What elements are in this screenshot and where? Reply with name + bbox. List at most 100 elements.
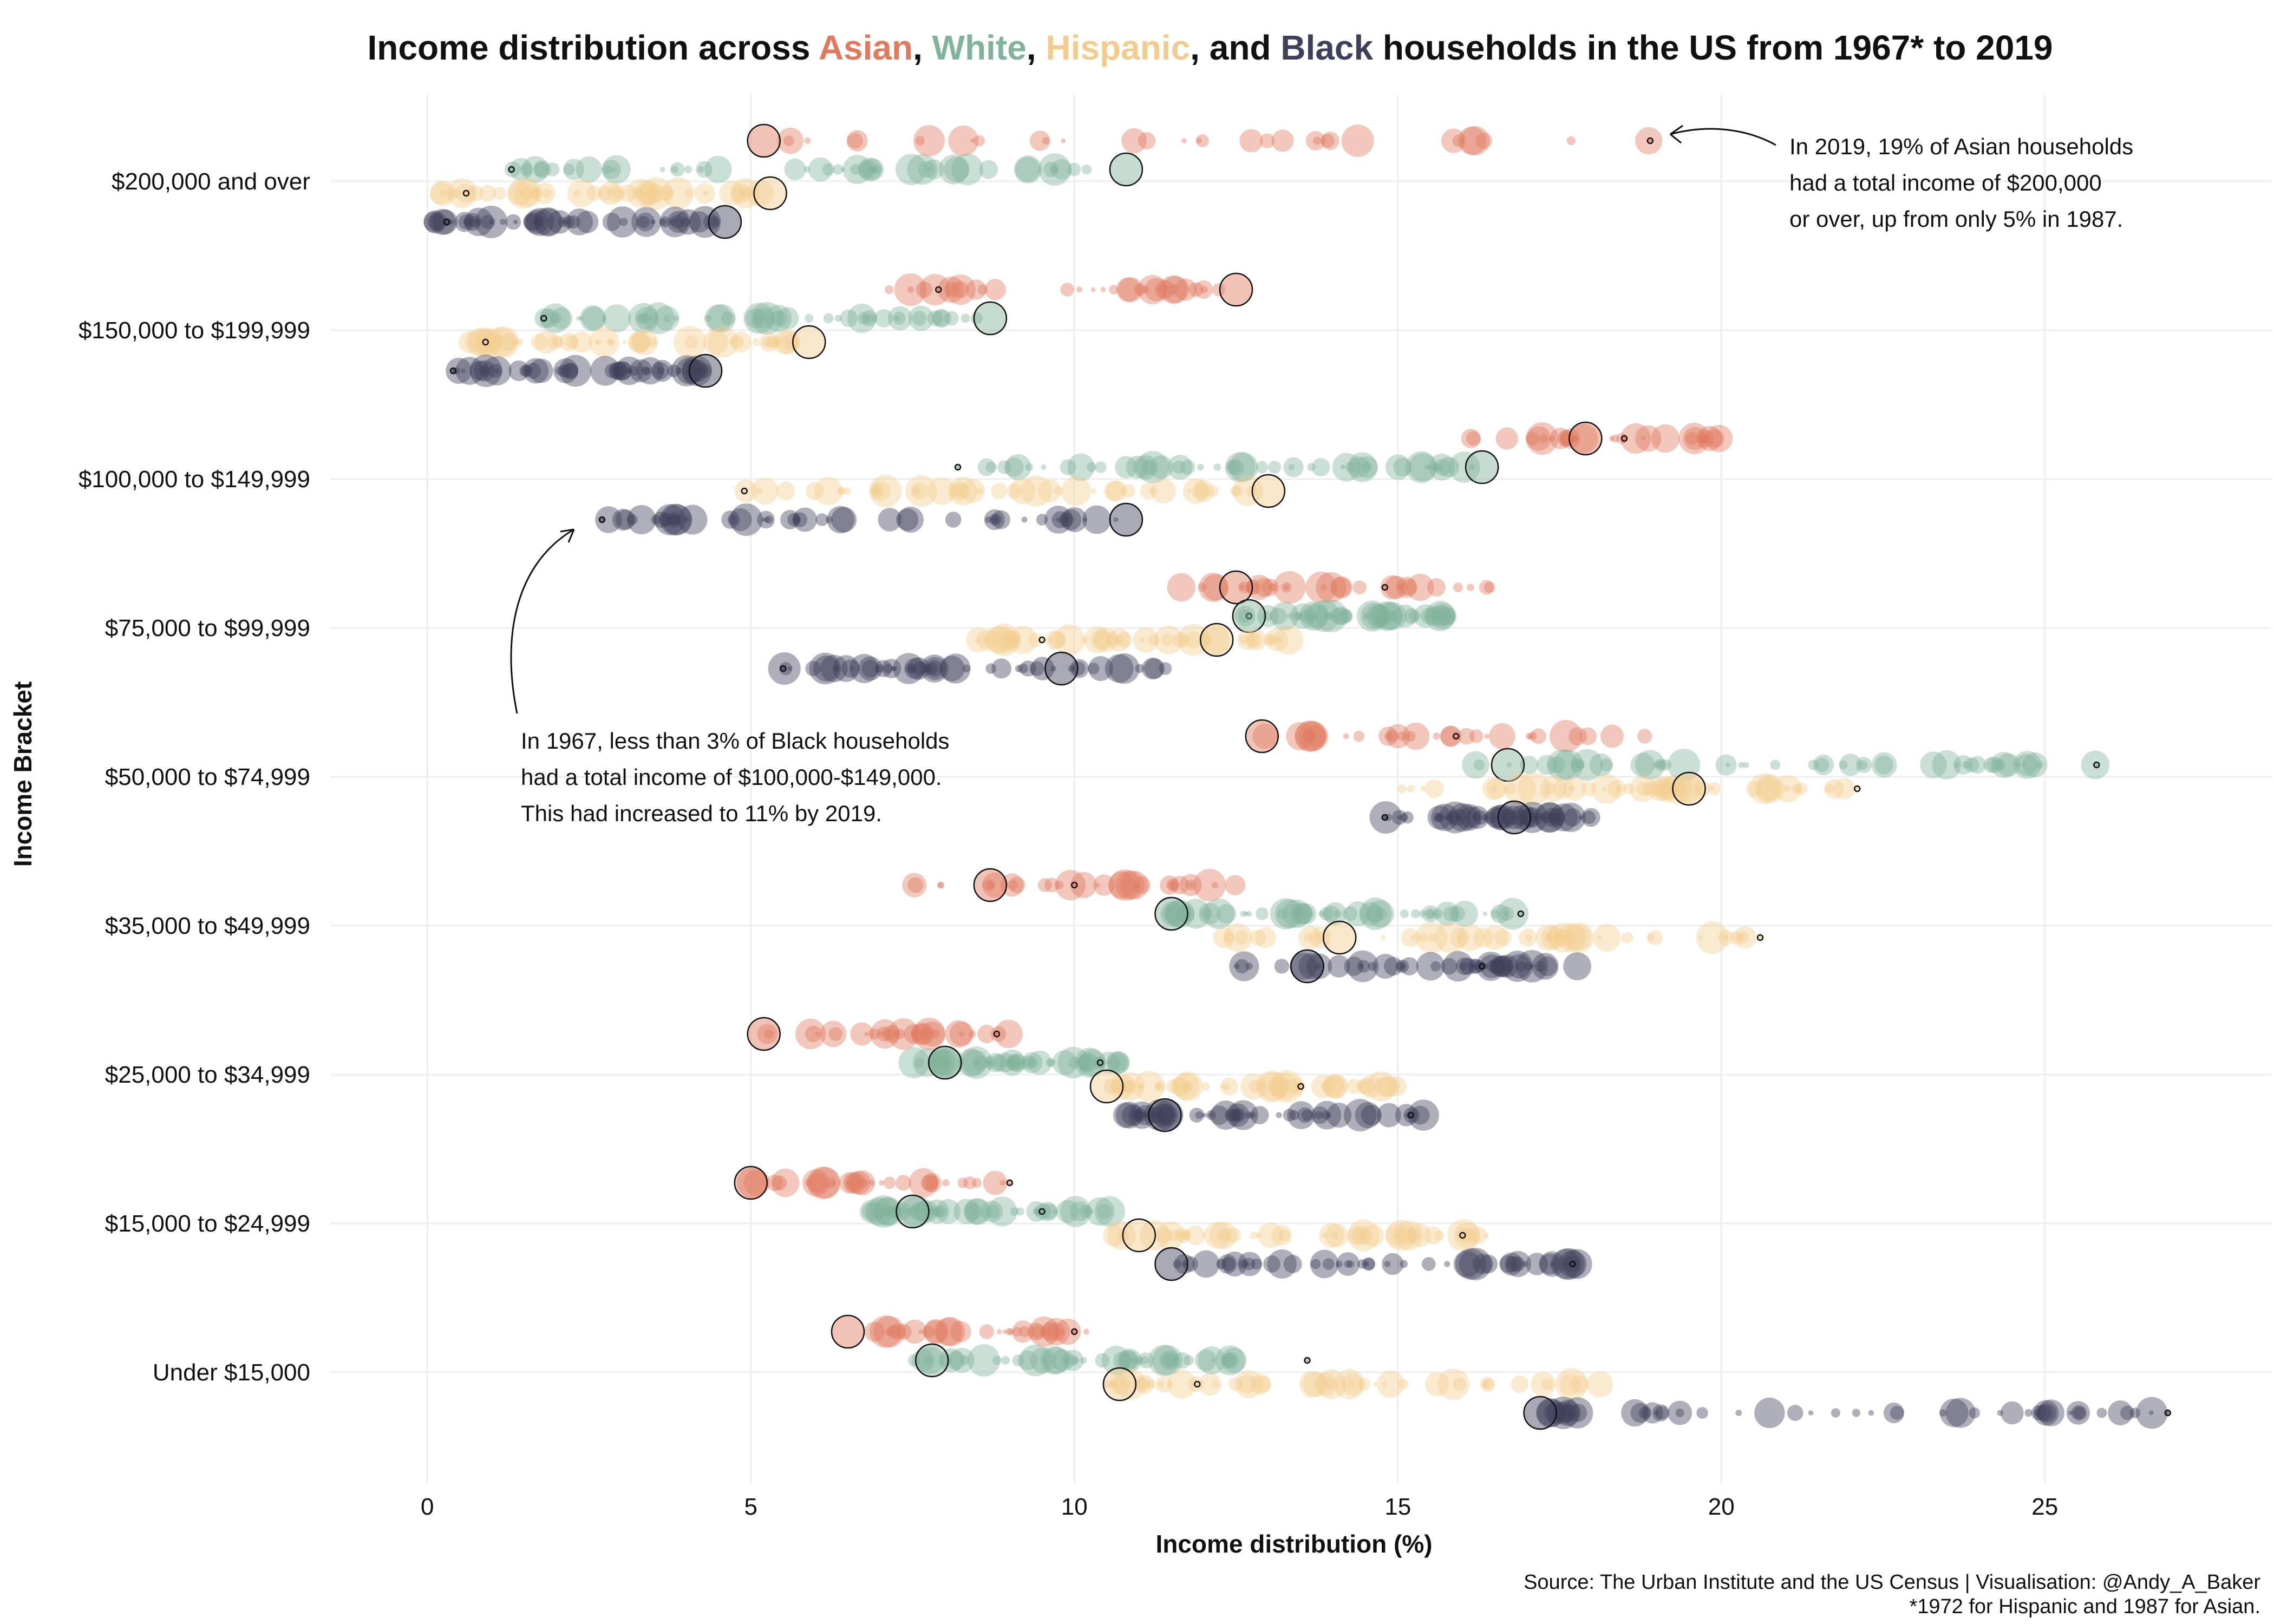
data-point	[1548, 756, 1565, 774]
data-point	[1331, 577, 1351, 598]
data-point	[1101, 1346, 1131, 1375]
data-point	[760, 332, 780, 352]
data-point	[1550, 720, 1583, 752]
data-point	[907, 657, 930, 680]
data-point	[521, 156, 549, 183]
data-point	[576, 156, 602, 183]
data-point	[1198, 902, 1221, 925]
data-point	[1245, 1261, 1250, 1267]
data-point	[962, 1050, 988, 1076]
data-point	[873, 1316, 905, 1347]
data-point	[1571, 435, 1579, 442]
data-point	[918, 1329, 924, 1334]
data-point-2019	[1102, 1367, 1137, 1402]
data-point	[1454, 1222, 1480, 1249]
data-point	[698, 366, 707, 375]
data-point	[1621, 932, 1633, 944]
data-point	[1554, 1403, 1573, 1423]
data-point	[792, 515, 801, 524]
data-point-2019	[1199, 623, 1234, 657]
series-white	[504, 152, 2110, 1378]
data-point	[1257, 605, 1279, 627]
data-point	[925, 1176, 939, 1190]
data-point	[1166, 1079, 1181, 1094]
data-point	[2096, 1407, 2107, 1418]
data-point	[1450, 928, 1470, 947]
data-point	[1453, 1250, 1481, 1278]
data-point	[539, 309, 559, 328]
data-point	[764, 305, 792, 332]
data-point	[598, 186, 612, 201]
data-point	[1529, 734, 1534, 738]
data-point	[1432, 908, 1443, 919]
data-point	[1113, 1102, 1139, 1128]
data-point	[1323, 1258, 1335, 1270]
data-point-first-year	[954, 463, 962, 471]
data-point	[1653, 776, 1679, 802]
data-point	[907, 154, 938, 185]
data-point	[1213, 927, 1235, 948]
data-point	[846, 1180, 851, 1186]
data-point	[1659, 759, 1671, 771]
data-point	[550, 312, 561, 324]
data-point	[1320, 584, 1327, 591]
data-point	[1287, 1077, 1305, 1096]
data-point-2019	[1044, 651, 1079, 686]
data-point	[1531, 1372, 1556, 1397]
x-tick-label: 20	[1708, 1494, 1735, 1520]
data-point	[870, 1019, 900, 1049]
data-point	[1298, 953, 1325, 980]
data-point	[858, 158, 882, 181]
data-point	[1071, 662, 1086, 676]
data-point	[888, 306, 912, 331]
data-point	[1094, 637, 1099, 643]
data-point	[1783, 785, 1791, 793]
data-point	[684, 165, 692, 174]
data-point	[670, 162, 685, 177]
data-point	[885, 1207, 893, 1216]
data-point	[1079, 1053, 1097, 1072]
data-point	[861, 1202, 880, 1221]
data-point	[1135, 664, 1145, 673]
data-point	[1225, 1108, 1238, 1122]
data-point	[1484, 811, 1497, 824]
data-point	[1154, 625, 1184, 654]
data-point	[1375, 1076, 1397, 1097]
data-point	[1189, 1108, 1204, 1123]
data-point	[914, 1057, 925, 1068]
data-point	[659, 206, 690, 238]
data-point	[1153, 1099, 1184, 1131]
data-point-first-year	[741, 487, 748, 495]
data-point	[1385, 1220, 1417, 1251]
data-point	[509, 158, 533, 181]
data-point	[972, 1178, 982, 1188]
data-point	[872, 165, 883, 174]
data-point	[1333, 607, 1351, 625]
data-point	[1352, 580, 1367, 594]
data-point	[1452, 1377, 1466, 1391]
data-point-2019	[708, 205, 742, 239]
data-point	[1653, 761, 1661, 769]
data-point	[787, 666, 792, 671]
data-point	[1429, 603, 1455, 630]
data-point	[1133, 876, 1151, 894]
data-point	[885, 1327, 893, 1336]
data-point	[704, 315, 711, 322]
data-point	[983, 1056, 997, 1069]
data-point	[1038, 1202, 1058, 1221]
data-point	[1321, 1082, 1330, 1091]
data-point	[1393, 604, 1417, 628]
data-point	[1426, 614, 1430, 618]
data-point	[850, 163, 861, 175]
data-point	[1522, 1261, 1528, 1267]
data-point	[545, 162, 560, 176]
data-point	[430, 182, 453, 205]
data-point	[1629, 775, 1657, 802]
data-point	[894, 315, 900, 322]
data-point	[908, 1206, 920, 1217]
data-point	[878, 508, 902, 532]
annotation-arrow-black	[510, 528, 574, 714]
data-point	[1696, 1407, 1708, 1419]
data-point	[932, 310, 950, 327]
data-point	[1473, 927, 1493, 948]
